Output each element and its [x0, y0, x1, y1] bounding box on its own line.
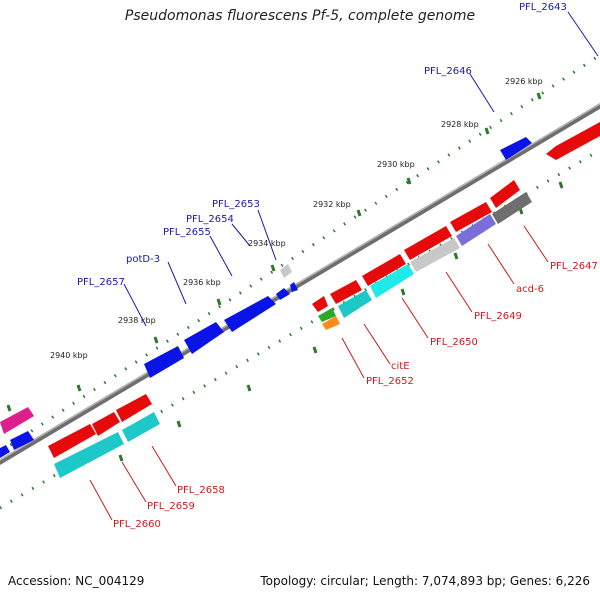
gene-label[interactable]: PFL_2659	[147, 501, 195, 512]
gene-label[interactable]: PFL_2657	[77, 277, 125, 288]
genome-backbone	[0, 103, 600, 465]
genome-summary-text: Topology: circular; Length: 7,074,893 bp…	[260, 574, 590, 588]
gene-label[interactable]: PFL_2649	[474, 311, 522, 322]
major-ticks	[6, 92, 564, 462]
gene-label[interactable]: PFL_2650	[430, 337, 478, 348]
forward-strand-genes	[0, 137, 532, 458]
gene-PFL_2647[interactable]	[546, 122, 600, 160]
gene-label[interactable]: PFL_2646	[424, 66, 472, 77]
gene-PFL_2658[interactable]	[92, 412, 120, 436]
gene-label[interactable]: PFL_2660	[113, 519, 161, 530]
gene-PFL_2650[interactable]	[370, 264, 414, 298]
gene-PFL_2649[interactable]	[456, 214, 496, 246]
tick-label: 2936 kbp	[183, 278, 221, 287]
gene-label[interactable]: PFL_2655	[163, 227, 211, 238]
gene-label[interactable]: PFL_2643	[519, 2, 567, 13]
gene-PFL_2653[interactable]	[280, 264, 292, 278]
gene-PFL_2654[interactable]	[276, 288, 290, 300]
gene-label[interactable]: acd-6	[516, 284, 544, 295]
gene-PFL_2652[interactable]	[312, 296, 328, 312]
gene-label[interactable]: PFL_2653	[212, 199, 260, 210]
gene-label[interactable]: potD-3	[126, 254, 160, 265]
tick-label: 2928 kbp	[441, 120, 479, 129]
gene-acd-6[interactable]	[492, 192, 532, 224]
reverse-strand-genes	[48, 122, 600, 478]
gene-label[interactable]: PFL_2647	[550, 261, 598, 272]
tick-label: 2926 kbp	[505, 77, 543, 86]
outer-tick-ring	[0, 53, 600, 454]
gene-PFL_2657[interactable]	[144, 346, 184, 378]
tick-label: 2932 kbp	[313, 200, 351, 209]
gene-PFL_2659[interactable]	[48, 424, 96, 458]
map-title: Pseudomonas fluorescens Pf-5, complete g…	[124, 8, 476, 24]
gene-label[interactable]: PFL_2658	[177, 485, 225, 496]
accession-text: Accession: NC_004129	[8, 574, 145, 588]
tick-label: 2930 kbp	[377, 160, 415, 169]
tick-label: 2940 kbp	[50, 351, 88, 360]
gene-label[interactable]: PFL_2654	[186, 214, 234, 225]
tick-label: 2934 kbp	[248, 239, 286, 248]
gene-PFL_2660[interactable]	[54, 432, 124, 478]
gene-potD-3[interactable]	[184, 322, 224, 354]
gene-label[interactable]: PFL_2652	[366, 376, 414, 387]
tick-label: 2938 kbp	[118, 316, 156, 325]
gene-PFL_2655[interactable]	[224, 296, 276, 332]
gene-PFL_2646[interactable]	[500, 137, 532, 160]
gene-label[interactable]: citE	[391, 361, 410, 372]
gene-citE[interactable]	[338, 290, 372, 318]
